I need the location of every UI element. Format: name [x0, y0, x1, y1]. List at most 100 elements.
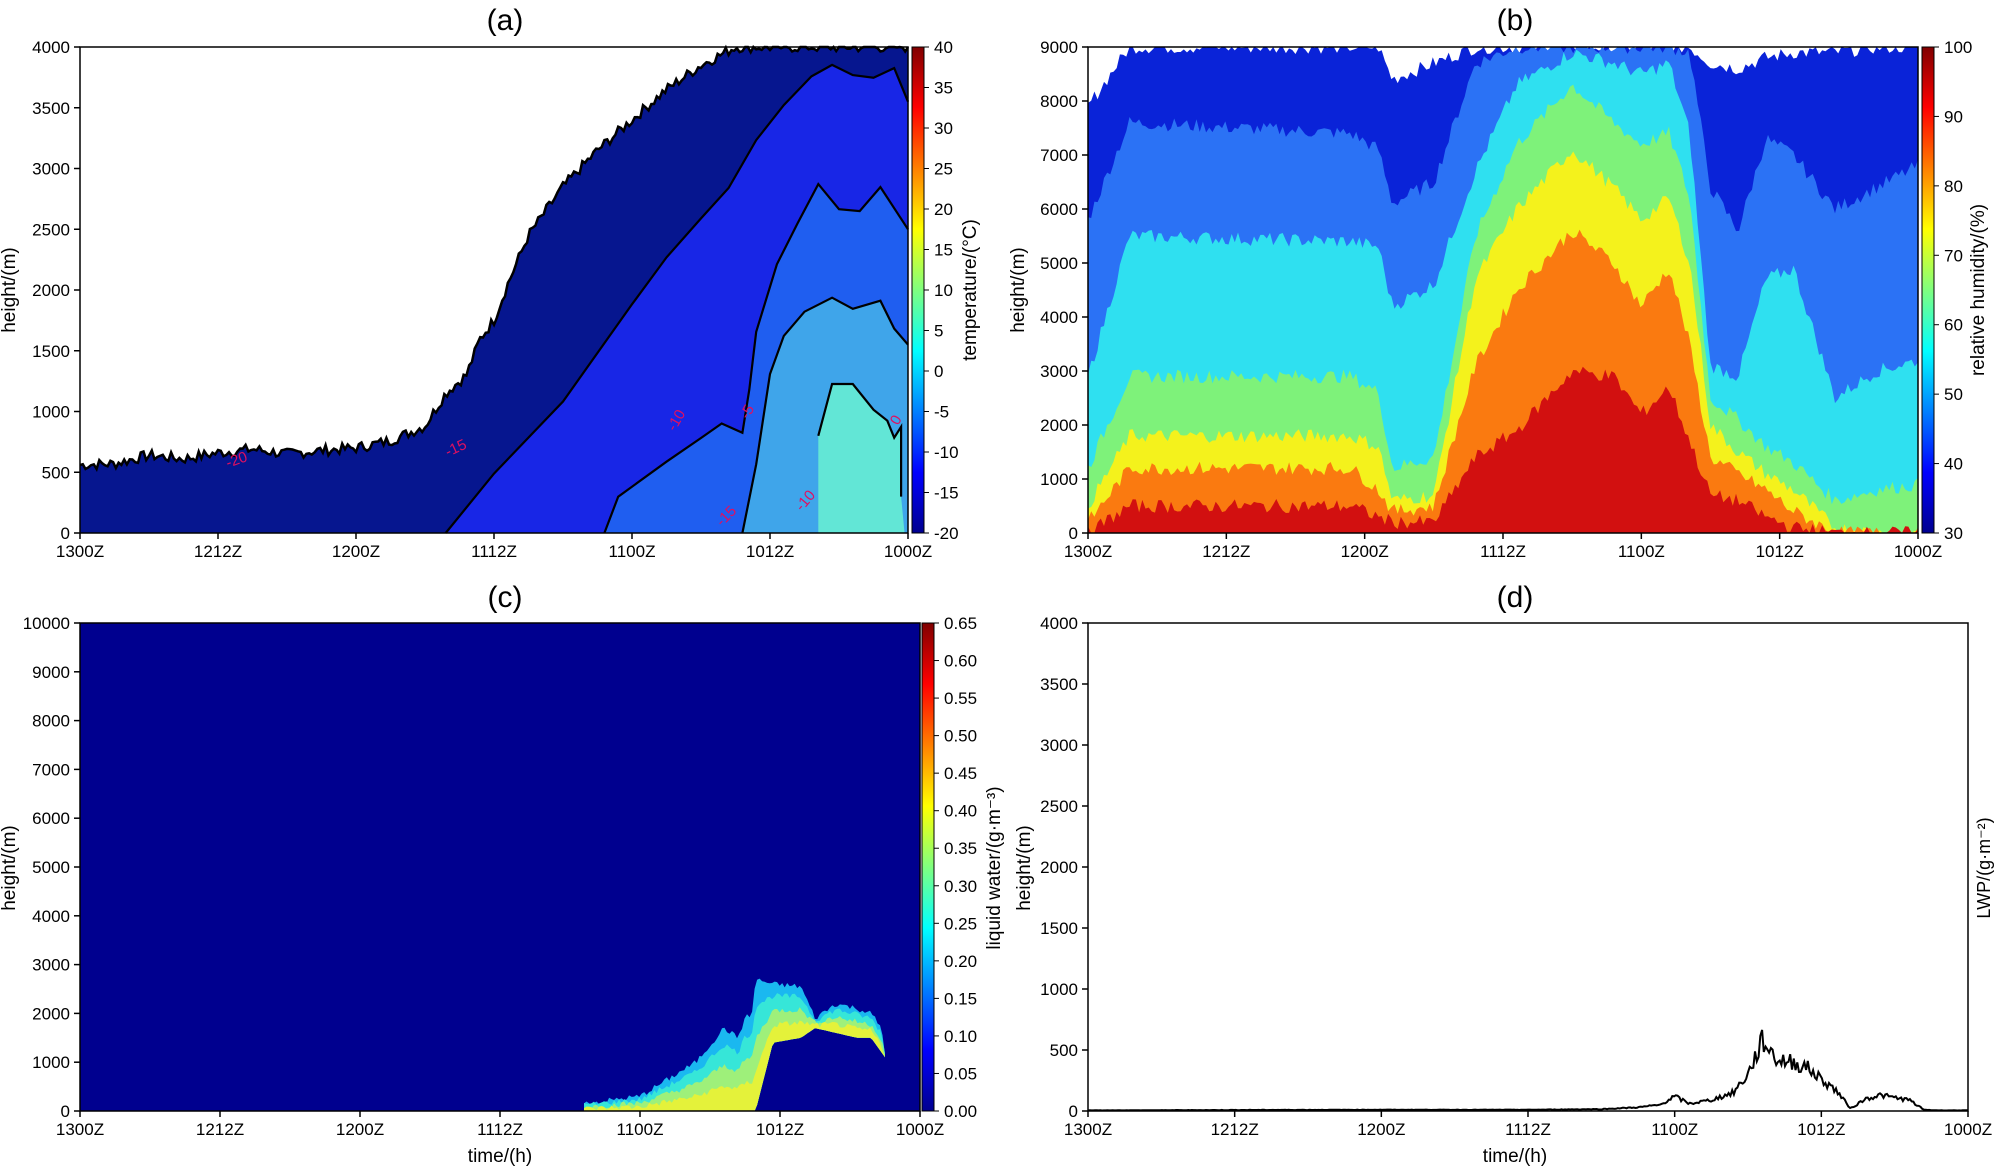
- y-tick-label: 3500: [1040, 675, 1078, 694]
- y-tick-label: 5000: [1040, 254, 1078, 273]
- panel-d-ylabel-right: LWP/(g·m⁻²): [1974, 817, 1994, 918]
- liquid-water-region: [584, 1020, 885, 1111]
- panel-a-colorbar-ticks: -20 -15 -10 -5 0 5 10 15 20 25 30 35 40: [924, 38, 959, 543]
- y-tick-label: 10000: [23, 614, 70, 633]
- panel-c-liquid-water-fill: [584, 978, 885, 1111]
- x-tick-label: 1012Z: [1797, 1120, 1845, 1139]
- panel-d-background: [1088, 623, 1968, 1111]
- y-tick-label: 2000: [32, 1004, 70, 1023]
- y-tick-label: 8000: [32, 712, 70, 731]
- colorbar-tick-label: 0.05: [944, 1064, 977, 1083]
- colorbar-tick-label: -15: [934, 484, 959, 503]
- colorbar-tick-label: 0.45: [944, 764, 977, 783]
- colorbar-tick-label: 0.60: [944, 652, 977, 671]
- x-tick-label: 1300Z: [56, 1120, 104, 1139]
- colorbar-tick-label: 35: [934, 79, 953, 98]
- y-tick-label: 3000: [32, 160, 70, 179]
- y-tick-label: 4000: [1040, 614, 1078, 633]
- panel-d-x-axis: 1300Z 1212Z 1200Z 1112Z 1100Z 1012Z 1000Z: [1064, 1111, 1992, 1139]
- y-tick-label: 0: [1069, 524, 1078, 543]
- y-tick-label: 1500: [1040, 919, 1078, 938]
- colorbar-tick-label: 5: [934, 322, 943, 341]
- panel-a: (a) -20 -15 -10 -10 -15 -5 0 05001000150…: [0, 4, 981, 561]
- y-tick-label: 3000: [32, 956, 70, 975]
- x-tick-label: 1300Z: [1064, 1120, 1112, 1139]
- colorbar-tick-label: 0.25: [944, 914, 977, 933]
- colorbar-tick-label: 0.10: [944, 1027, 977, 1046]
- contour-line: [444, 63, 910, 534]
- contour-line: [603, 182, 909, 534]
- x-tick-label: 1000Z: [896, 1120, 944, 1139]
- x-tick-label: 1012Z: [746, 542, 794, 561]
- panel-a-ylabel: height/(m): [0, 247, 20, 333]
- x-tick-label: 1100Z: [617, 1120, 664, 1139]
- panel-c-title: (c): [488, 581, 523, 614]
- y-tick-label: 1000: [1040, 980, 1078, 999]
- y-tick-label: 0: [1069, 1102, 1078, 1121]
- colorbar-tick-label: -5: [934, 403, 949, 422]
- panel-a-contour-lines: [79, 44, 910, 534]
- panel-b-colorbar-ticks: 30 40 50 60 70 80 90 100: [1934, 38, 1972, 543]
- panel-d-lwp-line: [1087, 1029, 1968, 1112]
- colorbar-tick-label: 0.50: [944, 727, 977, 746]
- panel-c-colorbar: [921, 622, 935, 1112]
- y-tick-label: 4000: [1040, 308, 1078, 327]
- x-tick-label: 1000Z: [884, 542, 932, 561]
- panel-c-x-axis: 1300Z 1212Z 1200Z 1112Z 1100Z 1012Z 1000Z: [56, 1111, 944, 1139]
- y-tick-label: 9000: [1040, 38, 1078, 57]
- colorbar-tick-label: 0: [934, 362, 943, 381]
- panel-a-x-axis: 1300Z 1212Z 1200Z 1112Z 1100Z 1012Z 1000Z: [56, 533, 932, 561]
- colorbar-tick-label: 0.40: [944, 802, 977, 821]
- colorbar-tick-label: -20: [934, 524, 959, 543]
- panel-c-xlabel: time/(h): [468, 1146, 532, 1167]
- colorbar-tick-label: 40: [934, 38, 953, 57]
- y-tick-label: 1000: [32, 403, 70, 422]
- liquid-water-region: [584, 978, 885, 1111]
- x-tick-label: 1012Z: [1756, 542, 1804, 561]
- panel-b-y-axis: 0 1000 2000 3000 4000 5000 6000 7000 8000 9000: [1040, 38, 1088, 543]
- colorbar-tick-label: -10: [934, 443, 959, 462]
- x-tick-label: 1300Z: [56, 542, 104, 561]
- temperature-region: [818, 384, 905, 533]
- y-tick-label: 0: [61, 1102, 70, 1121]
- colorbar-tick-label: 25: [934, 160, 953, 179]
- colorbar-tick-label: 0.15: [944, 989, 977, 1008]
- x-tick-label: 1000Z: [1944, 1120, 1992, 1139]
- colorbar-tick-label: 0.30: [944, 877, 977, 896]
- x-tick-label: 1112Z: [477, 1120, 523, 1139]
- colorbar-tick-label: 40: [1944, 455, 1963, 474]
- y-tick-label: 6000: [32, 809, 70, 828]
- panel-a-colorbar: [911, 46, 925, 534]
- colorbar-tick-label: 0.00: [944, 1102, 977, 1121]
- colorbar-tick-label: 100: [1944, 38, 1972, 57]
- contour-line: [817, 382, 903, 497]
- contour-line: [79, 44, 910, 473]
- x-tick-label: 1212Z: [196, 1120, 244, 1139]
- y-tick-label: 7000: [1040, 146, 1078, 165]
- x-tick-label: 1000Z: [1894, 542, 1942, 561]
- panel-c-ylabel: height/(m): [0, 825, 20, 911]
- colorbar-tick-label: 70: [1944, 246, 1963, 265]
- panel-d-ylabel: height/(m): [1014, 825, 1035, 911]
- panel-b-ylabel: height/(m): [1008, 247, 1029, 333]
- colorbar-tick-label: 60: [1944, 316, 1963, 335]
- y-tick-label: 5000: [32, 858, 70, 877]
- panel-b-humidity-fill: [1088, 47, 1918, 533]
- colorbar-tick-label: 30: [934, 119, 953, 138]
- contour-line: [741, 296, 909, 534]
- humidity-band: [1088, 229, 1918, 533]
- panel-b-x-axis: 1300Z 1212Z 1200Z 1112Z 1100Z 1012Z 1000Z: [1064, 533, 1942, 561]
- humidity-band: [1088, 366, 1918, 533]
- panel-b-colorbar-label: relative humidity/(%): [1968, 204, 1989, 376]
- y-tick-label: 4000: [32, 907, 70, 926]
- panel-a-y-axis: 0 500 1000 1500 2000 2500 3000 3500 4000: [32, 38, 80, 543]
- x-tick-label: 1100Z: [609, 542, 656, 561]
- x-tick-label: 1212Z: [1202, 542, 1250, 561]
- panel-d-title: (d): [1497, 581, 1534, 614]
- y-tick-label: 3500: [32, 99, 70, 118]
- x-tick-label: 1200Z: [1357, 1120, 1405, 1139]
- panel-d: (d) 0 500 1000 1500 2000 2500 3000 3500 4000 130…: [1014, 581, 1994, 1167]
- y-tick-label: 1000: [1040, 470, 1078, 489]
- y-tick-label: 7000: [32, 760, 70, 779]
